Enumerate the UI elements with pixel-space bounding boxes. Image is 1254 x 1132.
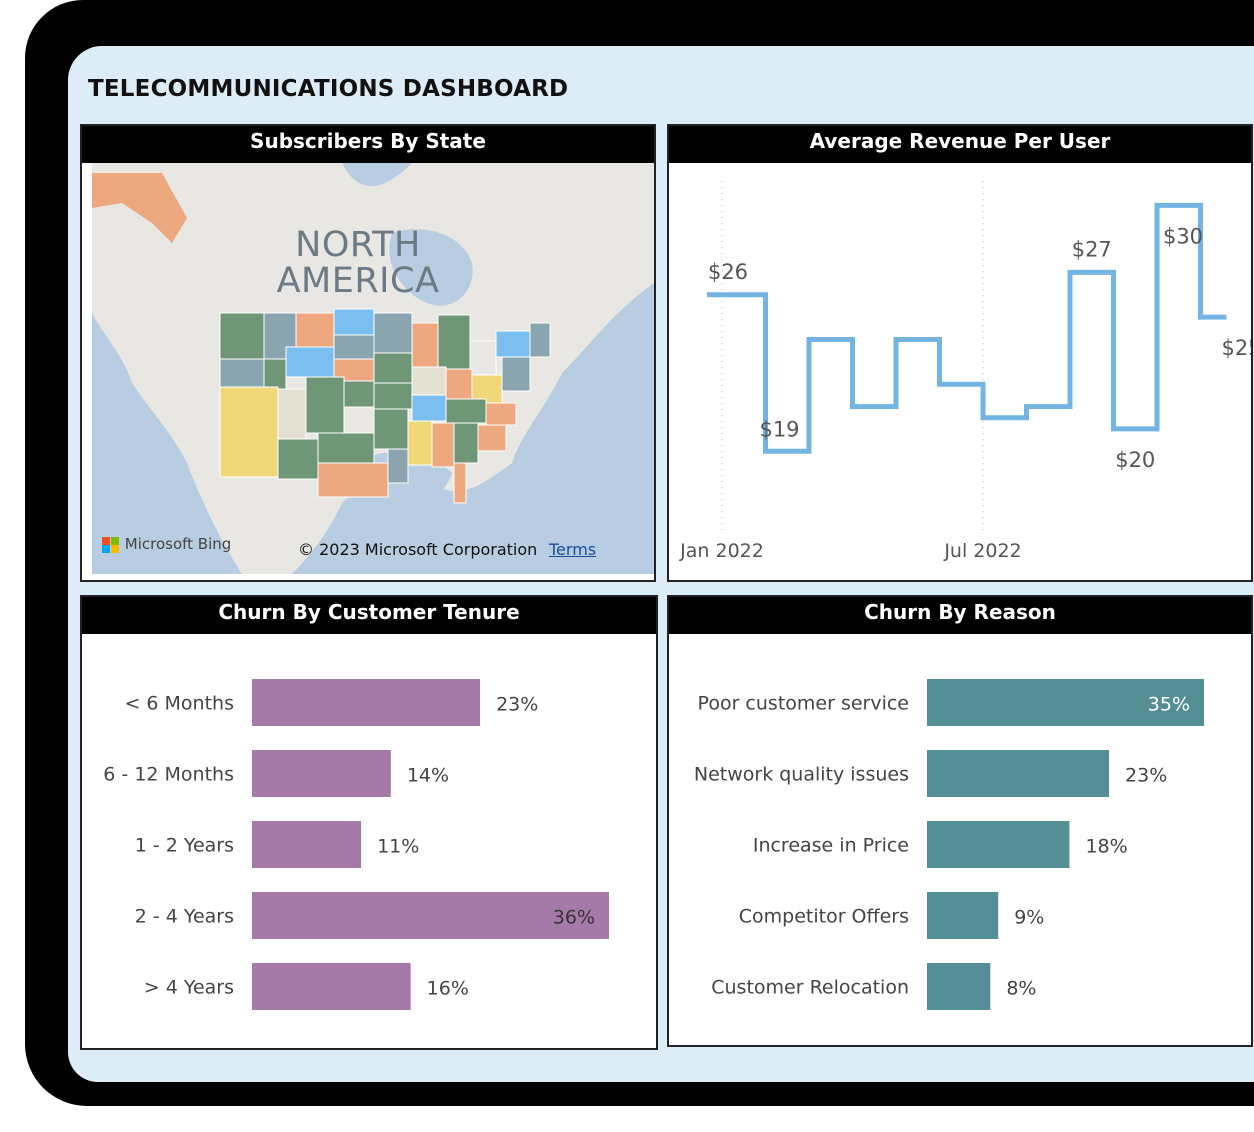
- arpu-data-label: $26: [708, 260, 748, 284]
- bar: [252, 963, 411, 1010]
- arpu-chart[interactable]: $26 $19 $27 $20 $30 $25 Jan 2022 Jul 2022: [669, 126, 1251, 580]
- tenure-panel-header: Churn By Customer Tenure: [82, 597, 656, 634]
- bar: [927, 750, 1110, 797]
- subscribers-by-state-panel: Subscribers By State: [80, 124, 656, 582]
- bar-value-label: 9%: [1014, 907, 1044, 929]
- arpu-data-label: $25: [1221, 336, 1251, 360]
- alaska: [92, 173, 187, 243]
- map-copyright: © 2023 Microsoft Corporation: [298, 540, 538, 559]
- arpu-panel-header: Average Revenue Per User: [669, 126, 1251, 163]
- bar-category-label: Poor customer service: [698, 693, 909, 715]
- bing-logo-text: Microsoft Bing: [124, 535, 232, 553]
- churn-by-tenure-chart[interactable]: < 6 Months 23% 6 - 12 Months 14% 1 - 2 Years…: [82, 597, 656, 1048]
- churn-by-tenure-panel: Churn By Customer Tenure < 6 Months 23% 6 …: [80, 595, 658, 1050]
- bar-category-label: 2 - 4 Years: [135, 906, 234, 928]
- arpu-x-tick-label: Jul 2022: [943, 540, 1021, 562]
- bar-value-label: 16%: [427, 978, 469, 1000]
- churn-by-reason-chart[interactable]: Poor customer service 35% Network quality …: [669, 597, 1251, 1045]
- map-panel-header: Subscribers By State: [82, 126, 654, 163]
- bar: [252, 892, 609, 939]
- map-label-north: NORTH: [295, 225, 421, 265]
- hudson-bay: [389, 229, 473, 306]
- bar: [252, 750, 391, 797]
- map-label-america: AMERICA: [276, 261, 440, 301]
- bar-category-label: < 6 Months: [124, 693, 234, 715]
- bar-value-label: 11%: [377, 836, 419, 858]
- bar-value-label: 23%: [1125, 765, 1167, 787]
- microsoft-logo-icon: [102, 536, 120, 553]
- arpu-data-label: $30: [1163, 224, 1203, 248]
- greenland: [522, 163, 654, 234]
- us-states: [219, 308, 551, 504]
- map-terms-link[interactable]: Terms: [549, 540, 597, 559]
- bar-value-label: 18%: [1085, 836, 1127, 858]
- bar-category-label: > 4 Years: [144, 977, 234, 999]
- bar-value-label: 8%: [1006, 978, 1036, 1000]
- microsoft-bing-logo: Microsoft Bing: [102, 535, 231, 553]
- dashboard-title: TELECOMMUNICATIONS DASHBOARD: [88, 76, 569, 102]
- arpu-data-label: $20: [1115, 448, 1155, 472]
- bar-value-label: 23%: [496, 694, 538, 716]
- bar-value-label: 35%: [1148, 694, 1190, 716]
- arpu-panel: Average Revenue Per User $26 $19 $27 $20 $30…: [667, 124, 1253, 582]
- bar-value-label: 14%: [407, 765, 449, 787]
- arpu-data-label: $27: [1072, 237, 1112, 261]
- arpu-series-line: [707, 202, 1227, 454]
- bar-category-label: 1 - 2 Years: [135, 835, 234, 857]
- churn-by-reason-panel: Churn By Reason Poor customer service 35%…: [667, 595, 1253, 1047]
- bar: [927, 963, 991, 1010]
- bar-category-label: Competitor Offers: [739, 906, 909, 928]
- bar: [927, 892, 999, 939]
- reason-panel-header: Churn By Reason: [669, 597, 1251, 634]
- arpu-x-tick-label: Jan 2022: [679, 540, 764, 562]
- bar-category-label: Network quality issues: [694, 764, 909, 786]
- bar-value-label: 36%: [553, 907, 595, 929]
- subscribers-map[interactable]: NORTH AMERICA Microsoft Bing © 2023 Micr…: [92, 163, 654, 574]
- bar: [927, 679, 1204, 726]
- map-shapes: [92, 163, 654, 574]
- bar-category-label: 6 - 12 Months: [103, 764, 234, 786]
- bar: [927, 821, 1070, 868]
- arpu-data-label: $19: [759, 417, 799, 441]
- bar: [252, 821, 362, 868]
- bar: [252, 679, 481, 726]
- bar-category-label: Increase in Price: [753, 835, 909, 857]
- bar-category-label: Customer Relocation: [711, 977, 909, 999]
